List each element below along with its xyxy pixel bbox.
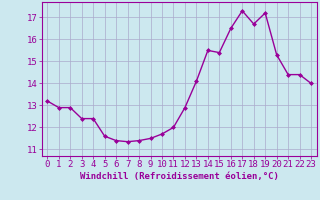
- X-axis label: Windchill (Refroidissement éolien,°C): Windchill (Refroidissement éolien,°C): [80, 172, 279, 181]
